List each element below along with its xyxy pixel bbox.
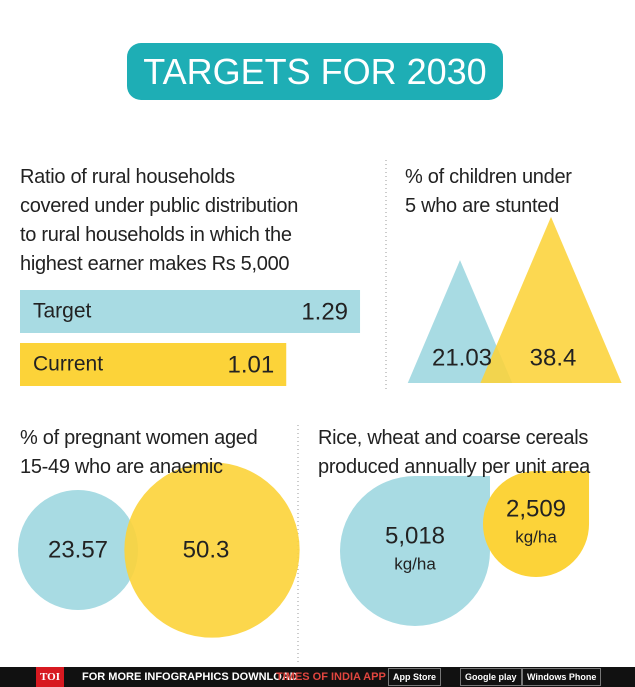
badge[interactable]: Windows Phone xyxy=(522,668,602,686)
footer-app: TIMES OF INDIA APP xyxy=(276,671,386,683)
drop xyxy=(482,470,590,578)
charts: Target 1.29 Current 1.01 21.03 38.4 23.57 50.3 5… xyxy=(18,160,622,662)
bar-value: 1.29 xyxy=(301,298,348,325)
drop xyxy=(340,476,490,626)
badge[interactable]: App Store xyxy=(388,668,442,686)
main-title: TARGETS FOR 2030 xyxy=(127,43,503,100)
footer-text: FOR MORE INFOGRAPHICS DOWNLOAD xyxy=(82,671,298,683)
circle xyxy=(18,490,138,610)
triangle xyxy=(407,260,513,383)
value-label: 50.3 xyxy=(183,536,230,563)
chart-title: Ratio of rural households covered under … xyxy=(20,166,299,275)
unit-label: kg/ha xyxy=(515,527,557,546)
footer: TOI FOR MORE INFOGRAPHICS DOWNLOAD TIMES… xyxy=(0,667,635,687)
chart-title: % of children under 5 who are stunted xyxy=(405,166,572,217)
value-label: 38.4 xyxy=(530,344,577,371)
chart-title: Rice, wheat and coarse cereals produced … xyxy=(318,427,591,478)
triangle xyxy=(480,216,622,383)
value-label: 21.03 xyxy=(432,344,492,371)
bar-value: 1.01 xyxy=(228,351,275,378)
value-label: 23.57 xyxy=(48,536,108,563)
badge[interactable]: Google play xyxy=(460,668,522,686)
value-label: 2,509 xyxy=(506,495,566,522)
bar xyxy=(20,343,287,386)
unit-label: kg/ha xyxy=(394,554,436,573)
bar-category: Target xyxy=(33,300,92,323)
circle xyxy=(124,462,300,638)
bar xyxy=(20,290,361,333)
chart-title: % of pregnant women aged 15-49 who are a… xyxy=(20,427,258,478)
bar-category: Current xyxy=(33,353,103,376)
value-label: 5,018 xyxy=(385,522,445,549)
logo: TOI xyxy=(36,667,64,687)
